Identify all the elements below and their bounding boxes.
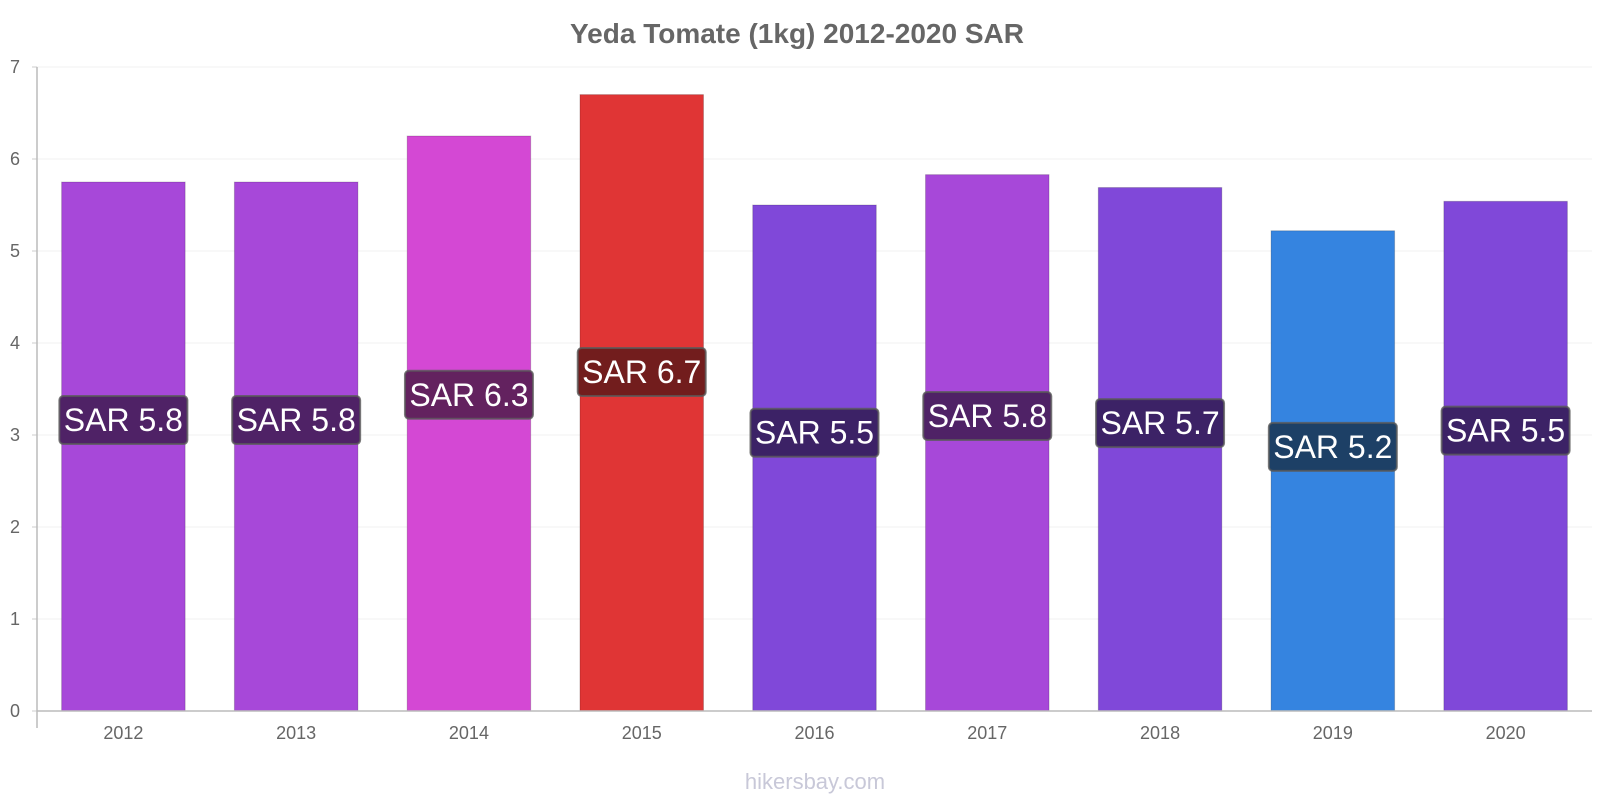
data-label-2017: SAR 5.8 [928, 398, 1047, 434]
data-label-box-2018 [1095, 398, 1226, 449]
bar-2016 [752, 204, 877, 712]
data-label-box-2012 [58, 395, 189, 446]
x-axis: 2012 2013 2014 2015 2016 2017 2018 2019 2020 [37, 710, 1592, 743]
data-labels: SAR 5.8 SAR 5.8 SAR 6.3 SAR 6.7 SAR 5.5 SAR 5… [58, 346, 1571, 472]
x-tick-label-2014: 2014 [449, 723, 489, 743]
y-tick-label: 4 [10, 333, 20, 353]
data-label-box-2013 [231, 395, 362, 446]
y-tick-label: 6 [10, 149, 20, 169]
data-label-box-2016 [749, 407, 880, 458]
x-tick-label-2013: 2013 [276, 723, 316, 743]
watermark: hikersbay.com [745, 769, 885, 794]
bar-2017 [925, 174, 1050, 712]
data-label-2019: SAR 5.2 [1273, 429, 1392, 465]
x-tick-label-2017: 2017 [967, 723, 1007, 743]
data-label-box-2020 [1440, 405, 1571, 456]
bar-2018 [1097, 187, 1223, 712]
data-label-box-2014 [403, 369, 534, 420]
x-tick-label-2016: 2016 [794, 723, 834, 743]
y-tick-label: 7 [10, 57, 20, 77]
data-label-2018: SAR 5.7 [1100, 405, 1219, 441]
data-label-2015: SAR 6.7 [582, 354, 701, 390]
x-tick-label-2019: 2019 [1313, 723, 1353, 743]
data-label-2013: SAR 5.8 [237, 402, 356, 438]
x-tick-label-2015: 2015 [622, 723, 662, 743]
data-label-box-2015 [576, 346, 707, 397]
bar-2012 [61, 181, 186, 712]
chart-title: Yeda Tomate (1kg) 2012-2020 SAR [570, 18, 1024, 49]
y-tick-label: 2 [10, 517, 20, 537]
bar-2013 [233, 181, 359, 712]
y-tick-label: 5 [10, 241, 20, 261]
y-axis: 0 1 2 3 4 5 6 7 [10, 57, 38, 728]
bar-2015 [579, 94, 704, 712]
x-tick-label-2012: 2012 [103, 723, 143, 743]
x-tick-label-2020: 2020 [1486, 723, 1526, 743]
data-label-2014: SAR 6.3 [409, 377, 528, 413]
data-label-2016: SAR 5.5 [755, 415, 874, 451]
bar-2020 [1443, 200, 1568, 712]
data-label-2012: SAR 5.8 [64, 402, 183, 438]
y-tick-label: 3 [10, 425, 20, 445]
x-tick-label-2018: 2018 [1140, 723, 1180, 743]
data-label-box-2017 [922, 391, 1053, 442]
bar-2014 [406, 135, 532, 712]
y-tick-label: 1 [10, 609, 20, 629]
y-tick-label: 0 [10, 701, 20, 721]
data-label-2020: SAR 5.5 [1446, 413, 1565, 449]
data-label-box-2019 [1267, 421, 1398, 472]
